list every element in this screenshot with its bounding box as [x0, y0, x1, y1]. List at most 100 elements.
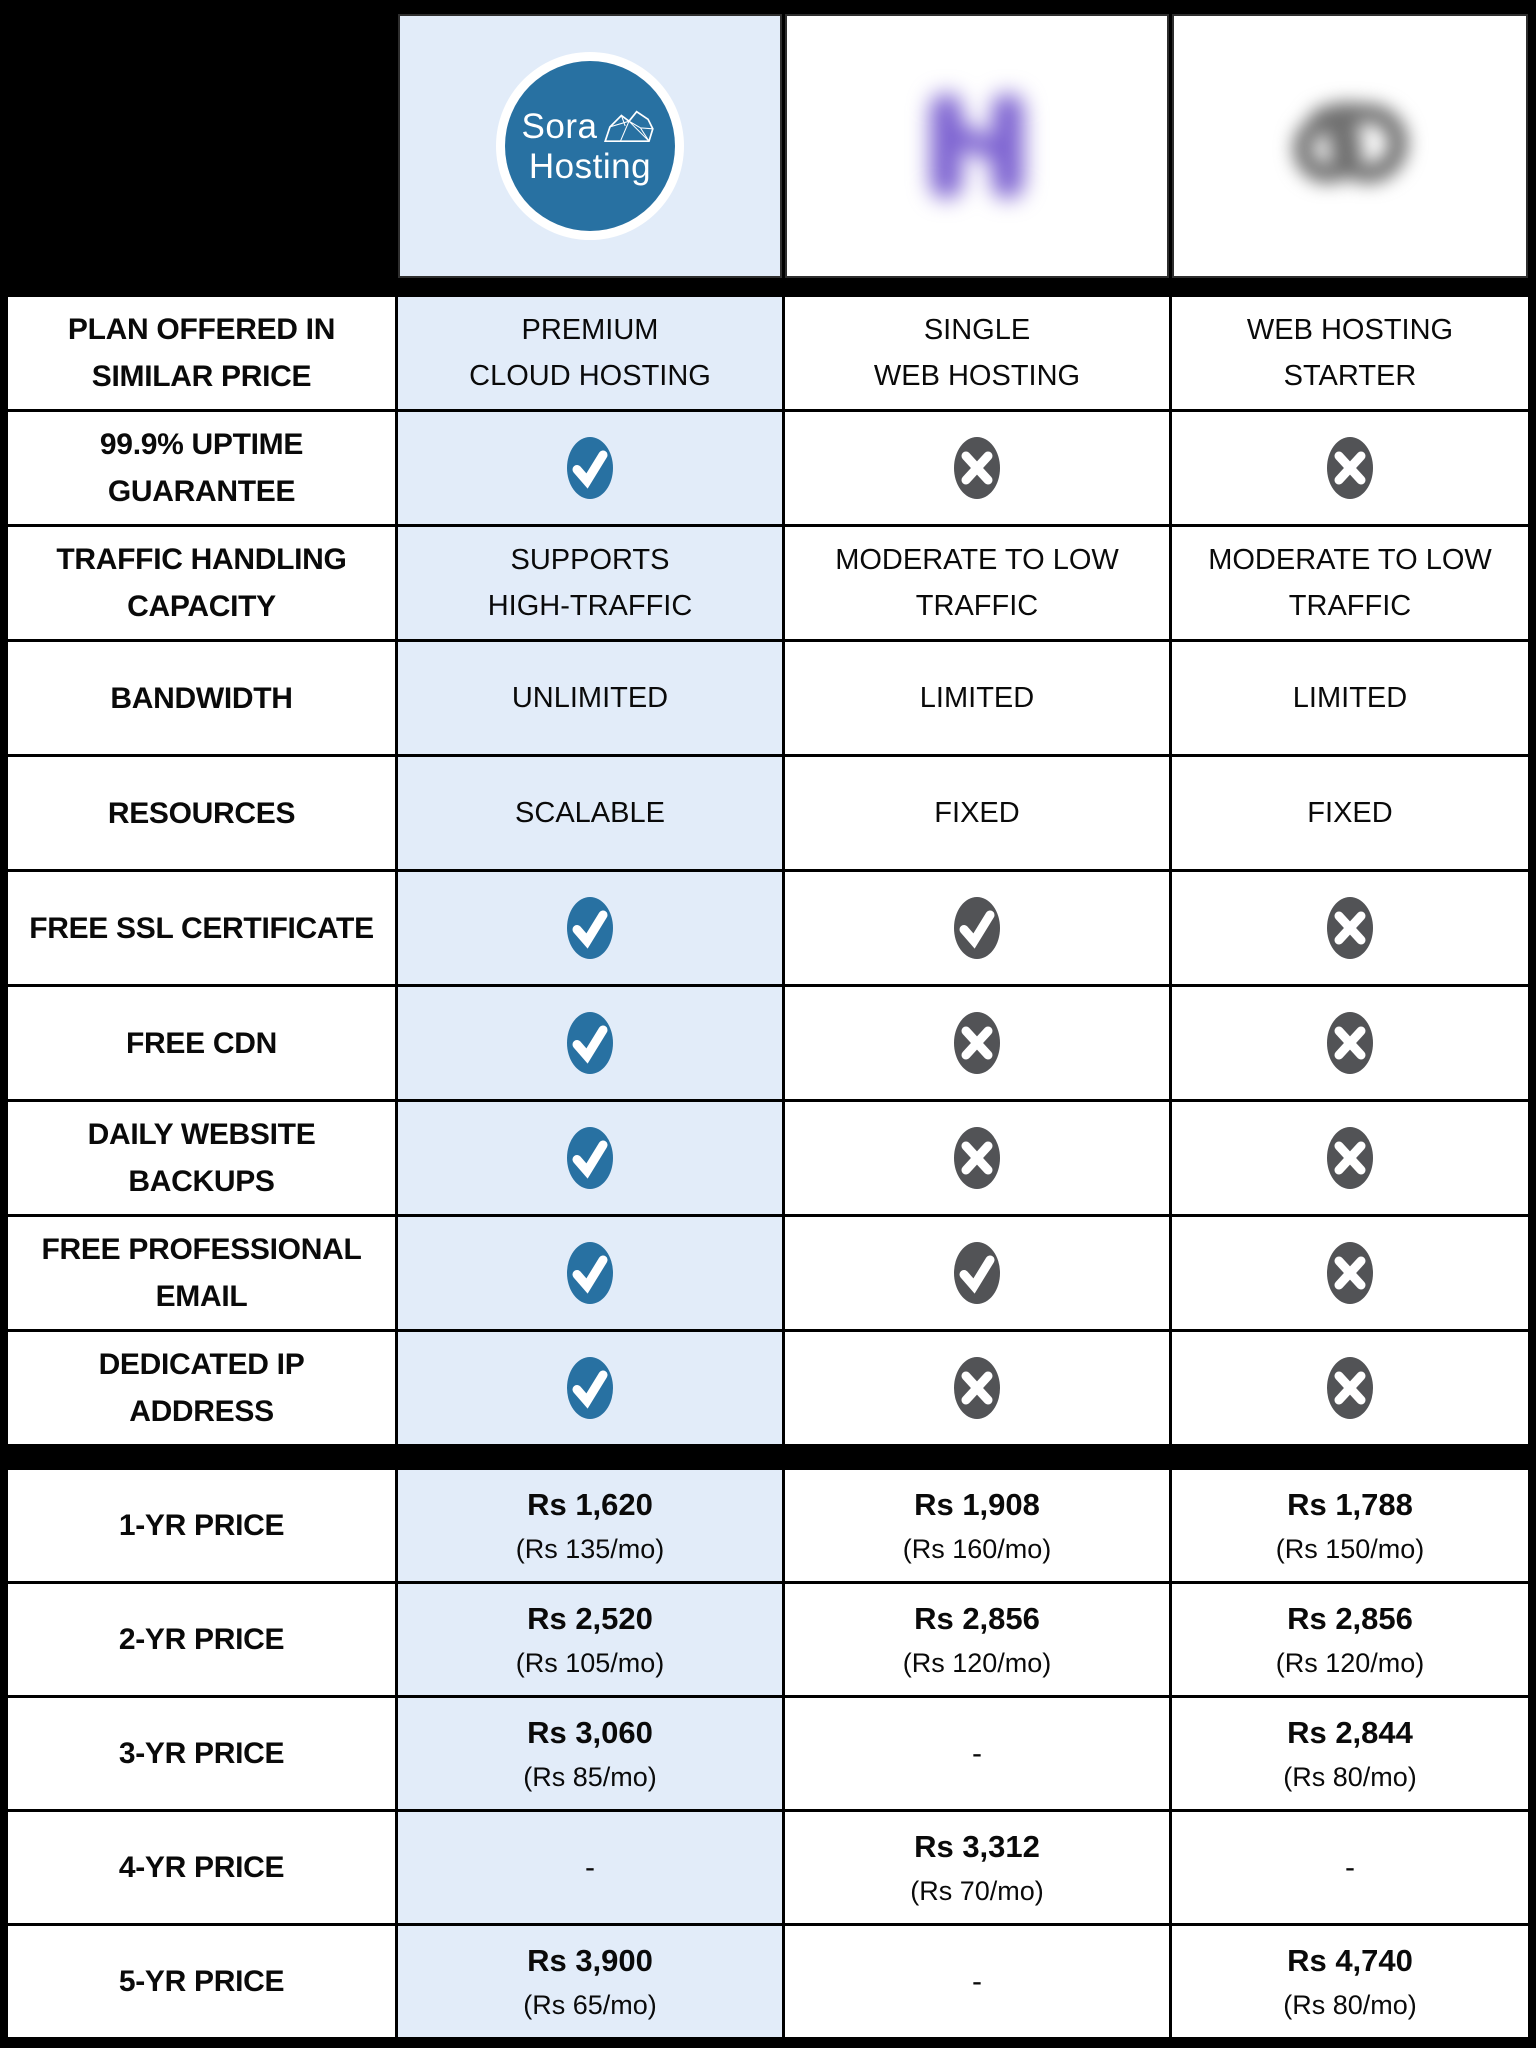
- price-value-cell: -: [398, 1812, 782, 1923]
- feature-value-cell: FIXED: [785, 757, 1169, 869]
- feature-row-label: DEDICATED IP ADDRESS: [8, 1332, 395, 1444]
- feature-row-label-line: EMAIL: [155, 1280, 248, 1313]
- feature-value-line: CLOUD HOSTING: [469, 360, 711, 392]
- price-value-cell: Rs 3,312 (Rs 70/mo): [785, 1812, 1169, 1923]
- price-per-month: (Rs 85/mo): [523, 1761, 657, 1792]
- blurred-purple-competitor-logo: [930, 93, 1024, 199]
- feature-row-label-line: BACKUPS: [128, 1165, 275, 1198]
- feature-value-cell: [1172, 1217, 1528, 1329]
- feature-table: PLAN OFFERED IN SIMILAR PRICE PREMIUM CLOUD…: [8, 297, 1528, 1444]
- price-value-cell: -: [1172, 1812, 1528, 1923]
- feature-value-cell: MODERATE TO LOW TRAFFIC: [785, 527, 1169, 639]
- price-amount: Rs 4,740: [1287, 1942, 1413, 1978]
- price-value-cell: -: [785, 1698, 1169, 1809]
- feature-value-cell: [785, 1332, 1169, 1444]
- cross-icon: [954, 1357, 1000, 1419]
- check-icon: [567, 1012, 613, 1074]
- price-amount: Rs 3,060: [527, 1714, 653, 1750]
- cross-icon: [1327, 1012, 1373, 1074]
- cross-icon: [1327, 437, 1373, 499]
- feature-value-cell: [398, 1332, 782, 1444]
- feature-value-cell: [398, 987, 782, 1099]
- price-amount: Rs 1,788: [1287, 1486, 1413, 1522]
- price-amount: Rs 3,312: [914, 1828, 1040, 1864]
- price-row-label: 2-YR PRICE: [8, 1584, 395, 1695]
- price-value-cell: Rs 3,900 (Rs 65/mo): [398, 1926, 782, 2037]
- price-per-month: (Rs 80/mo): [1283, 1761, 1417, 1792]
- price-row-label: 5-YR PRICE: [8, 1926, 395, 2037]
- check-icon: [954, 897, 1000, 959]
- feature-value-line: WEB HOSTING: [873, 360, 1081, 392]
- no-price-dash: -: [972, 1964, 982, 1998]
- price-value-cell: Rs 1,788 (Rs 150/mo): [1172, 1470, 1528, 1581]
- feature-row-label: FREE SSL CERTIFICATE: [8, 872, 395, 984]
- price-value-cell: Rs 4,740 (Rs 80/mo): [1172, 1926, 1528, 2037]
- sora-hosting-logo-box: Sora Hosting: [398, 14, 782, 278]
- feature-value-line: PREMIUM: [521, 314, 659, 346]
- feature-row-label-line: SIMILAR PRICE: [91, 360, 312, 393]
- price-value-cell: Rs 2,520 (Rs 105/mo): [398, 1584, 782, 1695]
- price-value-cell: -: [785, 1926, 1169, 2037]
- no-price-dash: -: [972, 1736, 982, 1770]
- price-value-cell: Rs 1,620 (Rs 135/mo): [398, 1470, 782, 1581]
- price-per-month: (Rs 65/mo): [523, 1989, 657, 2020]
- feature-row-label: BANDWIDTH: [8, 642, 395, 754]
- feature-row-label-line: FREE SSL CERTIFICATE: [29, 911, 374, 945]
- feature-value-cell: WEB HOSTING STARTER: [1172, 297, 1528, 409]
- price-amount: Rs 2,856: [1287, 1600, 1413, 1636]
- feature-value-cell: [785, 872, 1169, 984]
- price-per-month: (Rs 135/mo): [515, 1533, 665, 1564]
- feature-value-cell: [1172, 987, 1528, 1099]
- feature-row-label-line: FREE CDN: [126, 1026, 277, 1060]
- price-row-label: 3-YR PRICE: [8, 1698, 395, 1809]
- feature-value-cell: SINGLE WEB HOSTING: [785, 297, 1169, 409]
- cross-icon: [1327, 897, 1373, 959]
- feature-value-line: SUPPORTS: [510, 544, 670, 576]
- feature-row-label: 99.9% UPTIME GUARANTEE: [8, 412, 395, 524]
- feature-value-line: UNLIMITED: [511, 682, 669, 714]
- feature-row-label-line: RESOURCES: [107, 796, 296, 830]
- price-value-cell: Rs 2,856 (Rs 120/mo): [1172, 1584, 1528, 1695]
- price-per-month: (Rs 150/mo): [1275, 1533, 1425, 1564]
- blurred-gray-competitor-logo: [1293, 102, 1408, 184]
- feature-row-label-line: DEDICATED IP: [98, 1348, 305, 1381]
- logo-row: Sora Hosting: [8, 14, 1528, 278]
- feature-row-label-line: GUARANTEE: [107, 475, 296, 508]
- feature-value-cell: [785, 1217, 1169, 1329]
- sora-logo-circle: Sora Hosting: [505, 61, 675, 231]
- price-per-month: (Rs 160/mo): [902, 1533, 1052, 1564]
- feature-value-cell: [785, 987, 1169, 1099]
- price-amount: Rs 1,908: [914, 1486, 1040, 1522]
- feature-value-line: TRAFFIC: [915, 590, 1039, 622]
- competitor-2-logo-box: [1172, 14, 1528, 278]
- price-per-month: (Rs 105/mo): [515, 1647, 665, 1678]
- feature-value-cell: MODERATE TO LOW TRAFFIC: [1172, 527, 1528, 639]
- price-amount: Rs 1,620: [527, 1486, 653, 1522]
- price-amount: Rs 2,844: [1287, 1714, 1413, 1750]
- feature-row-label-line: ADDRESS: [129, 1395, 274, 1428]
- feature-value-cell: [1172, 1332, 1528, 1444]
- price-amount: Rs 2,520: [527, 1600, 653, 1636]
- feature-value-line: MODERATE TO LOW: [835, 544, 1119, 576]
- price-value-cell: Rs 3,060 (Rs 85/mo): [398, 1698, 782, 1809]
- price-per-month: (Rs 80/mo): [1283, 1989, 1417, 2020]
- feature-value-line: FIXED: [934, 797, 1020, 829]
- feature-value-cell: LIMITED: [785, 642, 1169, 754]
- feature-value-line: SCALABLE: [515, 797, 665, 829]
- feature-value-cell: [1172, 872, 1528, 984]
- check-icon: [567, 1357, 613, 1419]
- feature-value-cell: SUPPORTS HIGH-TRAFFIC: [398, 527, 782, 639]
- feature-value-cell: [1172, 412, 1528, 524]
- price-per-month: (Rs 120/mo): [902, 1647, 1052, 1678]
- sora-logo-text-2: Hosting: [528, 147, 652, 186]
- feature-value-line: HIGH-TRAFFIC: [487, 590, 693, 622]
- feature-row-label: TRAFFIC HANDLING CAPACITY: [8, 527, 395, 639]
- feature-value-line: LIMITED: [919, 682, 1035, 714]
- feature-row-label-line: CAPACITY: [127, 590, 276, 623]
- price-row-label: 4-YR PRICE: [8, 1812, 395, 1923]
- feature-value-line: MODERATE TO LOW: [1208, 544, 1492, 576]
- feature-value-cell: SCALABLE: [398, 757, 782, 869]
- feature-row-label: DAILY WEBSITE BACKUPS: [8, 1102, 395, 1214]
- price-value-cell: Rs 2,844 (Rs 80/mo): [1172, 1698, 1528, 1809]
- check-icon: [567, 1127, 613, 1189]
